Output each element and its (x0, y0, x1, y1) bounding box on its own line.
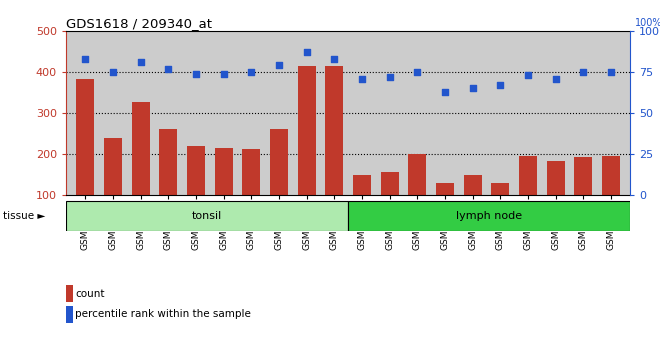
Point (356, 76, 367, 81)
Bar (463, 175, 482, 236)
Bar (66, 201, 348, 230)
Text: percentile rank within the sample: percentile rank within the sample (75, 309, 251, 319)
Bar (381, 172, 399, 236)
Point (523, 72, 533, 78)
Bar (325, 66, 343, 236)
Point (218, 71, 229, 77)
Text: count: count (75, 289, 105, 298)
Bar (574, 157, 592, 236)
Point (550, 76, 561, 81)
Point (246, 69, 257, 75)
Point (606, 69, 616, 75)
Bar (214, 148, 233, 236)
Bar (353, 175, 371, 236)
Point (329, 56, 340, 62)
Point (80, 56, 90, 62)
Point (108, 69, 118, 75)
Bar (519, 156, 537, 236)
Point (467, 86, 478, 91)
Bar (546, 161, 564, 236)
Bar (77, 79, 94, 236)
Bar (187, 146, 205, 236)
Point (302, 50, 312, 55)
Bar (491, 184, 510, 236)
Bar (409, 154, 426, 236)
Bar (348, 201, 630, 230)
Bar (270, 129, 288, 236)
Text: GDS1618 / 209340_at: GDS1618 / 209340_at (66, 17, 212, 30)
Point (495, 82, 506, 88)
Bar (242, 149, 260, 236)
Text: 100%: 100% (634, 18, 660, 28)
Point (412, 69, 422, 75)
Text: tissue ►: tissue ► (3, 211, 46, 220)
Point (163, 66, 174, 71)
Point (274, 63, 284, 68)
Point (578, 69, 589, 75)
Point (191, 71, 201, 77)
Bar (602, 156, 620, 236)
Bar (132, 101, 150, 236)
Text: lymph node: lymph node (456, 211, 522, 220)
Bar (436, 183, 454, 236)
Point (384, 74, 395, 80)
Point (135, 59, 146, 65)
Point (440, 89, 450, 95)
Text: tonsil: tonsil (192, 211, 222, 220)
Bar (159, 129, 178, 236)
Bar (298, 66, 315, 236)
Bar (104, 138, 122, 236)
